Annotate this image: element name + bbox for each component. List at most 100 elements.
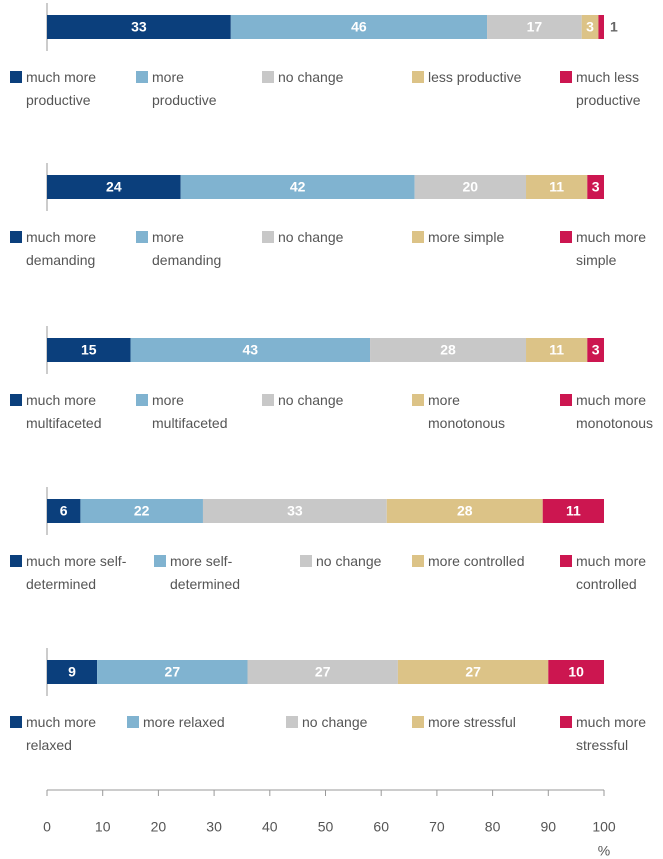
legend-item: no change [262, 389, 418, 412]
legend-swatch [560, 716, 572, 728]
legend-label: less productive [428, 69, 522, 85]
bar-segment [526, 338, 588, 362]
value-label: 42 [290, 179, 306, 195]
legend-swatch [154, 555, 166, 567]
bar-segment [230, 15, 488, 39]
legend-label: more demanding [152, 229, 222, 268]
legend-swatch [136, 71, 148, 83]
x-tick-label: 80 [485, 819, 501, 835]
legend-label: more controlled [428, 553, 525, 569]
legend-item: no change [262, 226, 418, 249]
legend-item: more multifaceted [136, 389, 247, 435]
legend-label: no change [278, 392, 344, 408]
value-label: 33 [131, 19, 147, 35]
value-label: 24 [106, 179, 122, 195]
bar-segment [587, 338, 604, 362]
x-tick-label: 0 [43, 819, 51, 835]
bar-segment [581, 15, 599, 39]
legend-swatch [10, 716, 22, 728]
legend-item: less productive [412, 66, 568, 89]
legend-swatch [560, 394, 572, 406]
bar-segment [47, 660, 98, 684]
legend-swatch [262, 231, 274, 243]
legend-label: much more self-determined [26, 553, 127, 592]
value-label: 3 [586, 19, 594, 35]
value-label: 20 [463, 179, 479, 195]
legend-swatch [10, 71, 22, 83]
legend-item: much more relaxed [10, 711, 126, 757]
legend-swatch [10, 231, 22, 243]
legend-swatch [300, 555, 312, 567]
legend-item: much more monotonous [560, 389, 663, 435]
legend-swatch [10, 555, 22, 567]
value-label: 27 [165, 664, 181, 680]
legend-swatch [286, 716, 298, 728]
x-tick-label: 70 [429, 819, 445, 835]
value-label: 11 [566, 503, 581, 519]
value-label: 33 [287, 503, 303, 519]
legend-item: much more simple [560, 226, 663, 272]
legend-item: more self-determined [154, 550, 280, 596]
legend-label: no change [278, 229, 344, 245]
legend-label: more stressful [428, 714, 516, 730]
legend-item: much more controlled [560, 550, 663, 596]
legend-item: much more self-determined [10, 550, 166, 596]
bar-segment [80, 499, 203, 523]
value-label: 3 [592, 179, 600, 195]
legend-item: more relaxed [127, 711, 293, 734]
legend-item: more productive [136, 66, 247, 112]
bar-segment [487, 15, 582, 39]
legend-label: much more relaxed [26, 714, 97, 753]
bar-segment [180, 175, 415, 199]
bar-segment [47, 175, 181, 199]
bar-segment [542, 499, 604, 523]
x-axis-label: % [598, 843, 610, 859]
bar-segment [202, 499, 387, 523]
value-label: 46 [351, 19, 367, 35]
bar-segment [598, 15, 604, 39]
x-tick-label: 60 [373, 819, 389, 835]
bar-segment [386, 499, 543, 523]
legend-label: more productive [152, 69, 217, 108]
bar-segment [587, 175, 604, 199]
bar-segment [548, 660, 604, 684]
value-label: 17 [527, 19, 543, 35]
value-label: 15 [81, 342, 97, 358]
legend-item: no change [286, 711, 422, 734]
legend-swatch [10, 394, 22, 406]
x-tick-label: 30 [206, 819, 222, 835]
legend-label: no change [278, 69, 344, 85]
legend-label: much more stressful [576, 714, 647, 753]
legend-swatch [262, 71, 274, 83]
bar-segment [397, 660, 549, 684]
legend-item: much more demanding [10, 226, 126, 272]
legend-label: much more monotonous [576, 392, 654, 431]
x-tick-label: 90 [541, 819, 557, 835]
legend-item: more stressful [412, 711, 568, 734]
legend-item: no change [300, 550, 426, 573]
bar-segment [130, 338, 371, 362]
value-label: 11 [549, 179, 564, 195]
legend-item: much more multifaceted [10, 389, 126, 435]
legend-swatch [127, 716, 139, 728]
value-label: 43 [243, 342, 259, 358]
bar-segment [247, 660, 398, 684]
bar-segment [97, 660, 248, 684]
legend-item: much less productive [560, 66, 663, 112]
legend-item: no change [262, 66, 418, 89]
legend-label: much more simple [576, 229, 647, 268]
legend-swatch [412, 555, 424, 567]
legend-label: no change [316, 553, 382, 569]
legend-swatch [560, 231, 572, 243]
legend-label: more simple [428, 229, 505, 245]
legend-label: no change [302, 714, 368, 730]
legend-item: more demanding [136, 226, 247, 272]
value-label: 3 [592, 342, 600, 358]
legend-label: more monotonous [428, 392, 506, 431]
x-tick-label: 10 [95, 819, 111, 835]
bar-segment [47, 15, 231, 39]
legend-swatch [412, 394, 424, 406]
bar-segment [414, 175, 527, 199]
legend-swatch [560, 71, 572, 83]
